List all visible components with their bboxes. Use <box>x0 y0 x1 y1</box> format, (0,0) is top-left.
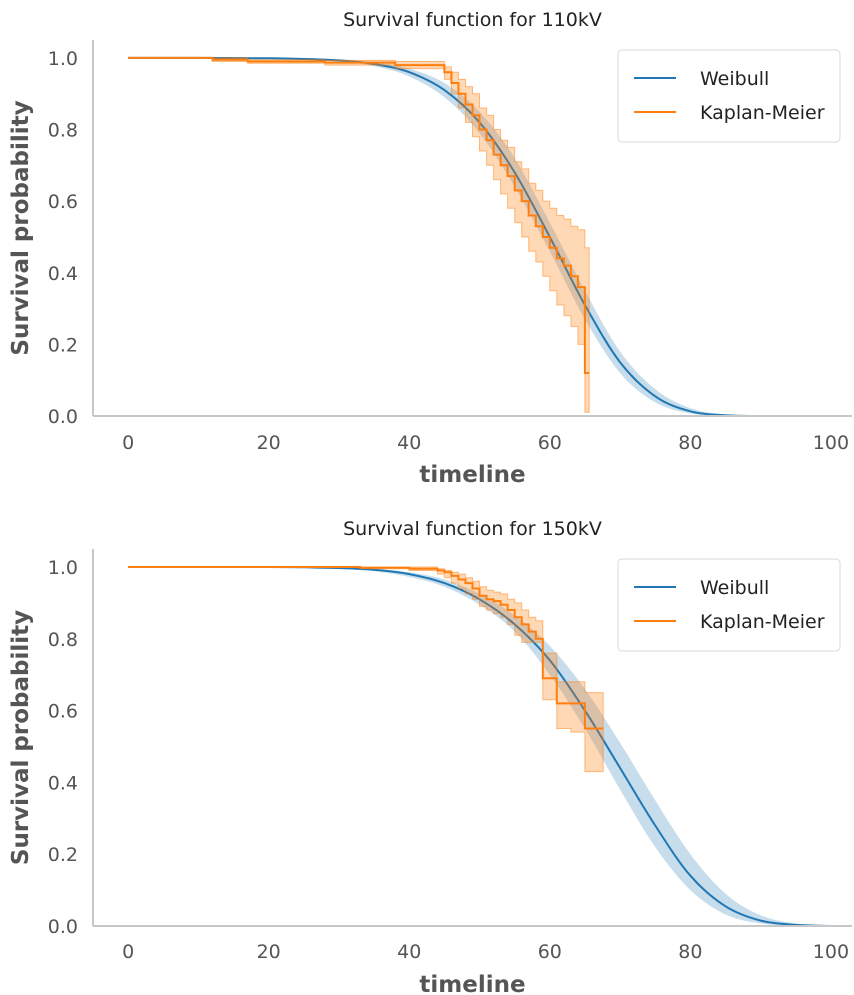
x-tick-label: 100 <box>813 941 849 963</box>
x-tick-label: 0 <box>122 432 134 454</box>
x-tick-label: 60 <box>538 941 562 963</box>
x-tick-label: 80 <box>678 941 702 963</box>
y-tick-label: 1.0 <box>48 48 78 70</box>
chart-panel-1: Survival function for 110kV 0 20 40 60 80 100 0… <box>8 9 852 488</box>
legend-entry-label: Weibull <box>700 577 769 599</box>
y-tick-label: 0.4 <box>48 772 78 794</box>
y-tick-label: 0.8 <box>48 629 78 651</box>
x-axis-label: timeline <box>419 462 525 488</box>
y-tick-label: 0.6 <box>48 191 78 213</box>
chart-panel-2: Survival function for 150kV 0 20 40 60 80 100 0… <box>8 518 852 995</box>
y-tick-label: 1.0 <box>48 557 78 579</box>
x-tick-label: 20 <box>257 432 281 454</box>
x-tick-label: 100 <box>813 432 849 454</box>
chart-title: Survival function for 110kV <box>343 9 602 31</box>
y-axis-label: Survival probability <box>8 610 34 865</box>
y-tick-label: 0.0 <box>48 916 78 938</box>
x-tick-label: 40 <box>397 432 421 454</box>
x-tick-label: 40 <box>397 941 421 963</box>
legend: Weibull Kaplan-Meier <box>617 558 841 652</box>
weibull-curve <box>128 56 831 418</box>
x-tick-label: 0 <box>122 941 134 963</box>
y-tick-label: 0.2 <box>48 334 78 356</box>
legend-entry-label: Weibull <box>700 68 769 90</box>
kaplan-meier-curve <box>128 56 590 374</box>
series-group <box>128 565 831 927</box>
y-tick-label: 0.2 <box>48 844 78 866</box>
series-kaplan-meier <box>128 566 604 773</box>
legend-box <box>617 49 841 143</box>
legend-entry-label: Kaplan-Meier <box>700 102 825 124</box>
x-tick-label: 80 <box>678 432 702 454</box>
legend: Weibull Kaplan-Meier <box>617 49 841 143</box>
kaplan-meier-confidence-band <box>128 566 604 773</box>
kaplan-meier-confidence-band <box>128 57 590 413</box>
y-tick-label: 0.4 <box>48 263 78 285</box>
kaplan-meier-curve <box>128 566 604 730</box>
x-axis-label: timeline <box>419 972 525 995</box>
y-tick-label: 0.8 <box>48 120 78 142</box>
y-tick-label: 0.0 <box>48 406 78 428</box>
legend-box <box>617 558 841 652</box>
series-group <box>128 56 831 418</box>
chart-title: Survival function for 150kV <box>343 518 602 540</box>
x-tick-label: 60 <box>538 432 562 454</box>
y-axis-label: Survival probability <box>8 100 34 355</box>
legend-entry-label: Kaplan-Meier <box>700 611 825 633</box>
series-kaplan-meier <box>128 56 590 413</box>
weibull-confidence-band <box>128 566 831 926</box>
x-tick-label: 20 <box>257 941 281 963</box>
y-tick-label: 0.6 <box>48 701 78 723</box>
